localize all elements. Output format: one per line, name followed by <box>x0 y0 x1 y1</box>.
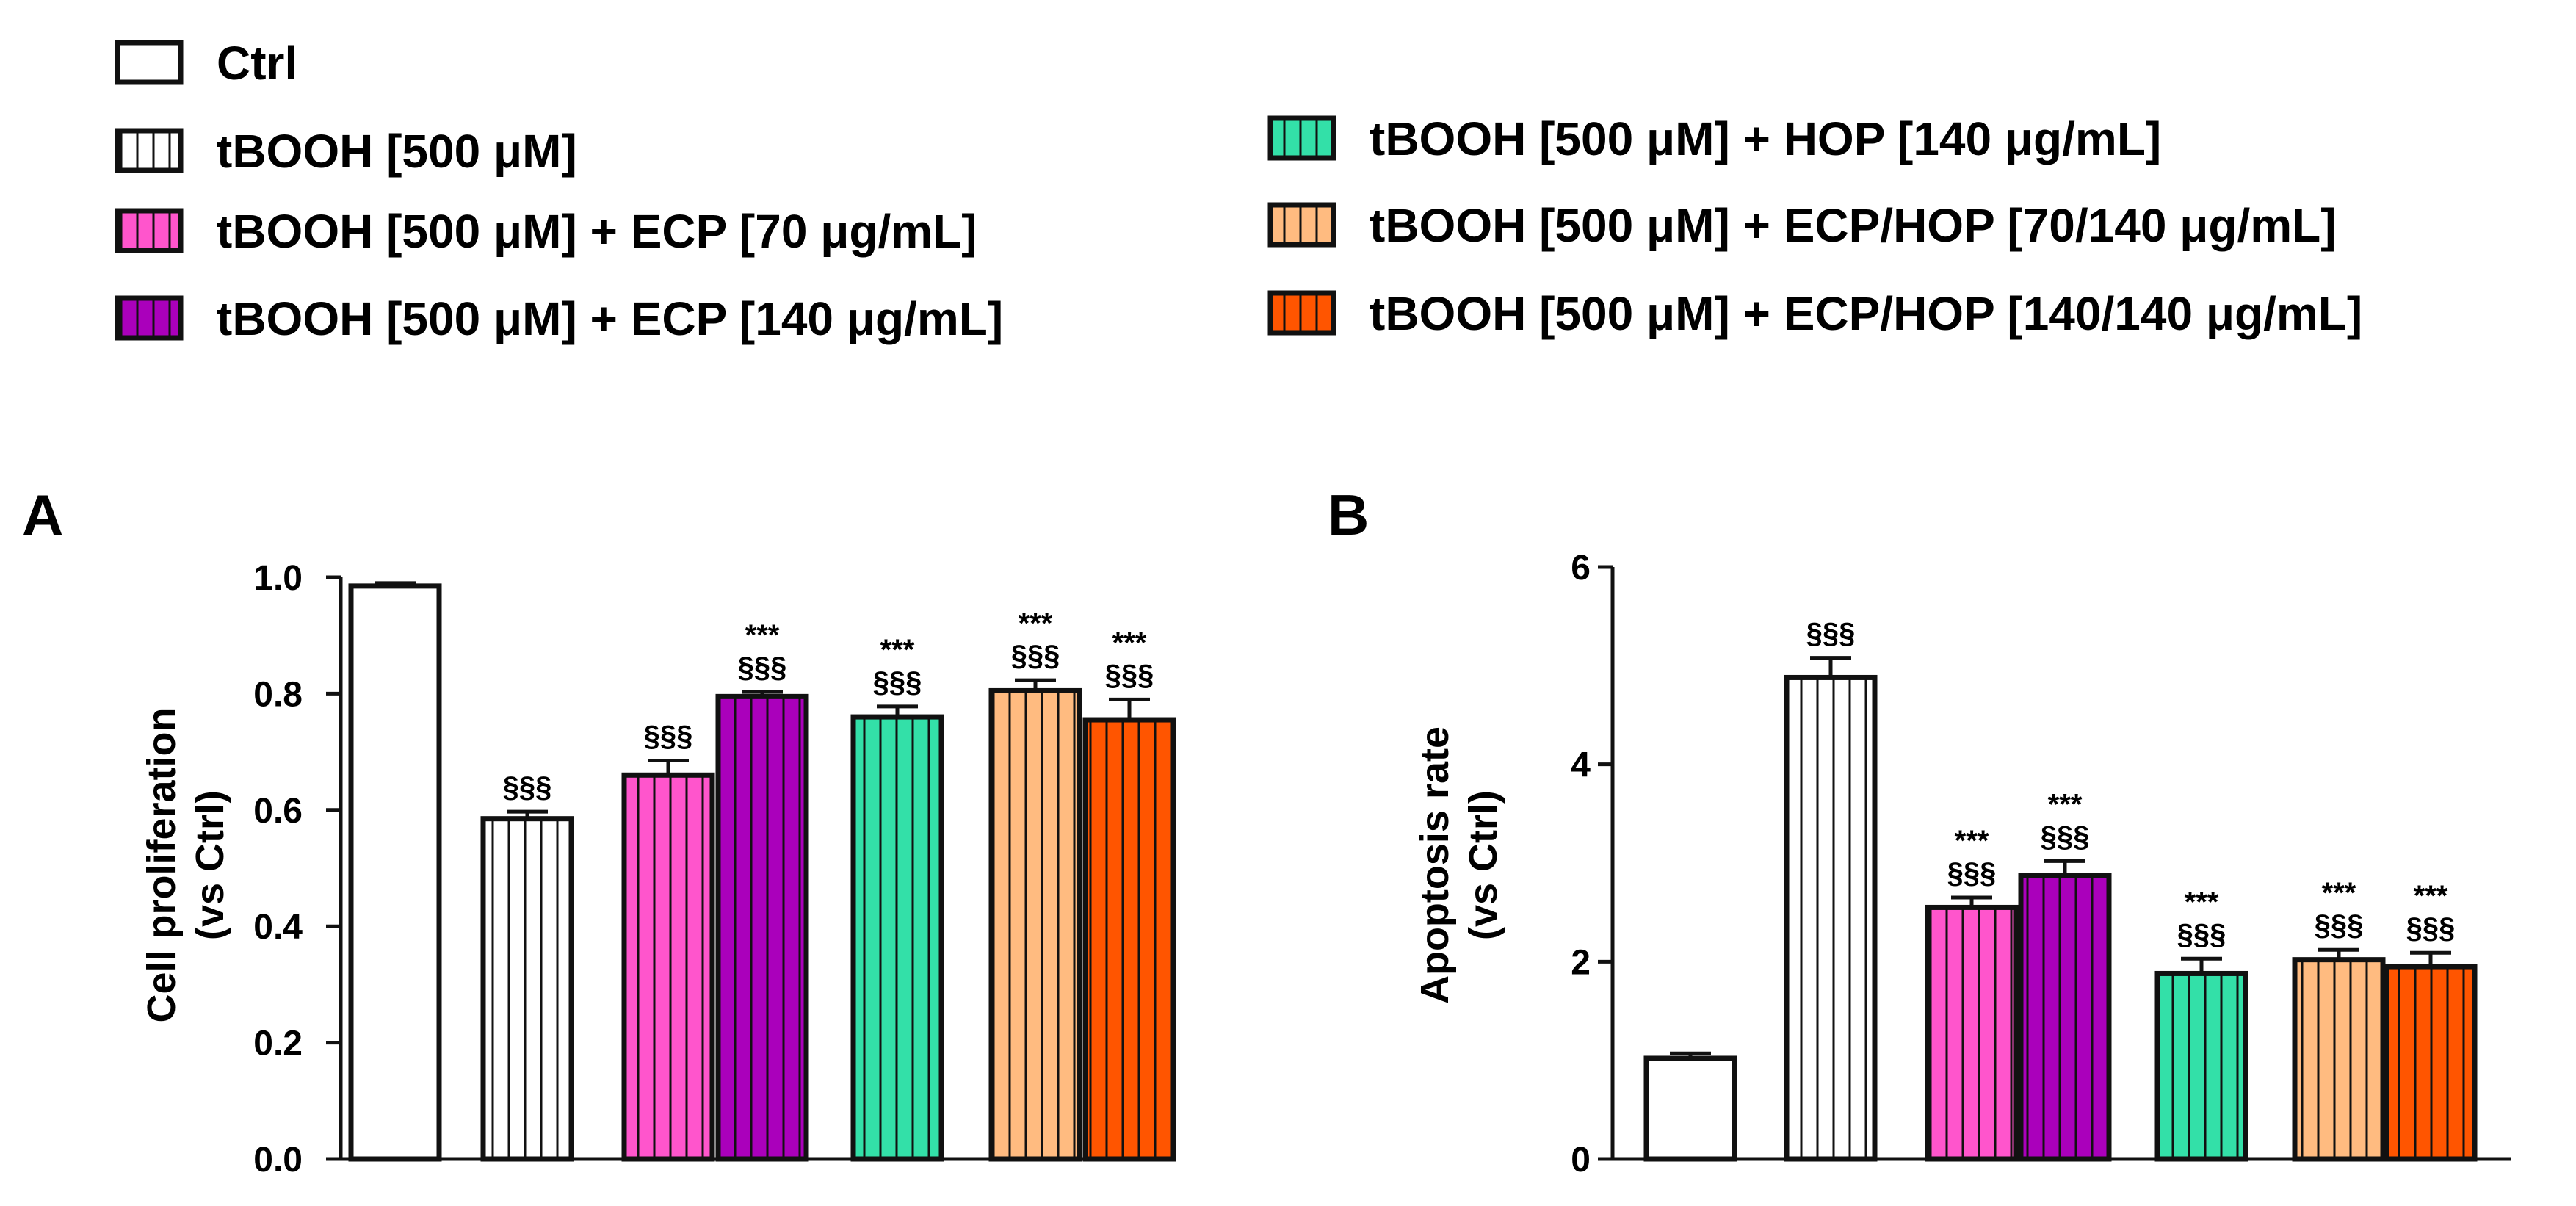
y-axis-title: Cell proliferation (vs Ctrl) <box>140 707 232 1022</box>
bar-hop140: tBOOH [500 μM] + HOP [140 μg/mL]: 1.88 <box>2154 970 2248 1162</box>
significance-label: *** <box>1955 825 1989 857</box>
significance-label: §§§ <box>503 771 552 804</box>
legend-label: tBOOH [500 μM] + HOP [140 μg/mL] <box>1370 112 2161 165</box>
y-axis-title-line: (vs Ctrl) <box>188 790 232 940</box>
legend-swatch <box>1267 115 1336 161</box>
significance-label: §§§ <box>1947 857 1997 889</box>
y-axis-title: Apoptosis rate (vs Ctrl) <box>1413 726 1505 1004</box>
significance-label: *** <box>745 619 780 651</box>
y-axis-title-line: Cell proliferation <box>140 707 184 1022</box>
legend-label: tBOOH [500 μM] + ECP [140 μg/mL] <box>217 292 1003 345</box>
panel-letter: A <box>22 483 63 547</box>
bar-ecp140: tBOOH [500 μM] + ECP [140 μg/mL]: 0.795 <box>715 693 809 1162</box>
legend-item-ecphop70: tBOOH [500 μM] + ECP/HOP [70/140 μg/mL] <box>1267 199 2337 252</box>
bar-ctrl: Ctrl: 0.985 <box>348 583 442 1162</box>
bar-ecp70: tBOOH [500 μM] + ECP [70 μg/mL]: 0.66 <box>621 772 715 1162</box>
legend-swatch <box>115 295 184 341</box>
y-tick-label: 0 <box>1571 1141 1591 1180</box>
significance-label: *** <box>1112 627 1147 659</box>
significance-label: *** <box>1019 607 1053 640</box>
significance-label: *** <box>2322 877 2356 909</box>
panel-letter: B <box>1328 483 1369 547</box>
y-tick-label: 6 <box>1571 549 1591 588</box>
significance-label: §§§ <box>2315 909 2364 942</box>
legend-label: tBOOH [500 μM] + ECP/HOP [70/140 μg/mL] <box>1370 199 2337 252</box>
legend-label: Ctrl <box>217 37 297 90</box>
legend-item-ecp140: tBOOH [500 μM] + ECP [140 μg/mL] <box>115 292 1003 345</box>
legend-swatch <box>115 208 184 253</box>
y-axis-title-line: (vs Ctrl) <box>1461 790 1505 940</box>
significance-label: §§§ <box>1011 640 1060 672</box>
bar-ecphop140: tBOOH [500 μM] + ECP/HOP [140/140 μg/mL]… <box>2384 964 2478 1162</box>
bar-tbooh: tBOOH [500 μM]: 4.88 <box>1784 674 1878 1162</box>
significance-label: §§§ <box>1806 618 1856 650</box>
legend-label: tBOOH [500 μM] <box>217 125 577 178</box>
significance-label: §§§ <box>2406 912 2456 945</box>
bar-ctrl: Ctrl: 1.02 <box>1643 1055 1737 1162</box>
significance-label: §§§ <box>873 666 922 698</box>
legend-swatch <box>115 128 184 173</box>
significance-label: *** <box>880 634 915 666</box>
significance-label: *** <box>2414 880 2448 912</box>
legend: Ctrl tBOOH [500 μM] tBOOH [500 μM] + ECP [… <box>115 37 2362 345</box>
significance-label: *** <box>2185 886 2219 918</box>
legend-swatch <box>1267 290 1336 336</box>
y-axis-title-line: Apoptosis rate <box>1413 726 1457 1004</box>
legend-label: tBOOH [500 μM] + ECP [70 μg/mL] <box>217 205 977 258</box>
y-tick-label: 0.6 <box>253 792 303 831</box>
legend-label: tBOOH [500 μM] + ECP/HOP [140/140 μg/mL] <box>1370 287 2362 340</box>
legend-swatch <box>115 40 184 85</box>
significance-label: §§§ <box>644 720 693 752</box>
y-tick-label: 0.8 <box>253 675 303 714</box>
bar-hop140: tBOOH [500 μM] + HOP [140 μg/mL]: 0.76 <box>850 714 944 1162</box>
y-tick-label: 0.2 <box>253 1025 303 1064</box>
legend-item-hop140: tBOOH [500 μM] + HOP [140 μg/mL] <box>1267 112 2161 165</box>
legend-item-ecp70: tBOOH [500 μM] + ECP [70 μg/mL] <box>115 205 977 258</box>
y-tick-label: 0.4 <box>253 908 303 947</box>
bar-ecphop70: tBOOH [500 μM] + ECP/HOP [70/140 μg/mL]:… <box>2292 957 2386 1162</box>
y-tick-label: 4 <box>1571 746 1591 785</box>
bar-ecphop140: tBOOH [500 μM] + ECP/HOP [140/140 μg/mL]… <box>1082 717 1176 1162</box>
significance-label: §§§ <box>1105 659 1154 691</box>
legend-swatch <box>1267 202 1336 248</box>
significance-label: §§§ <box>738 651 787 684</box>
y-tick-label: 2 <box>1571 943 1591 982</box>
legend-item-ctrl: Ctrl <box>115 37 297 90</box>
bar-tbooh: tBOOH [500 μM]: 0.585 <box>480 816 574 1162</box>
y-tick-label: 1.0 <box>253 559 303 598</box>
panel-a: A Cell proliferation (vs Ctrl) 0.0 0.2 0.4 0.6… <box>22 483 1176 1180</box>
legend-item-tbooh: tBOOH [500 μM] <box>115 125 577 178</box>
significance-label: §§§ <box>2041 820 2090 853</box>
legend-item-ecphop140: tBOOH [500 μM] + ECP/HOP [140/140 μg/mL] <box>1267 287 2362 340</box>
bar-ecphop70: tBOOH [500 μM] + ECP/HOP [70/140 μg/mL]:… <box>988 687 1082 1162</box>
significance-label: §§§ <box>2177 918 2226 950</box>
significance-label: *** <box>2048 788 2083 820</box>
panel-b: B Apoptosis rate (vs Ctrl) 0 2 4 6 Ctrl: 1.02 tB… <box>1328 483 2511 1180</box>
y-tick-label: 0.0 <box>253 1141 303 1180</box>
bar-ecp70: tBOOH [500 μM] + ECP [70 μg/mL]: 2.55 <box>1925 904 2019 1162</box>
bar-ecp140: tBOOH [500 μM] + ECP [140 μg/mL]: 2.87 <box>2018 873 2112 1162</box>
